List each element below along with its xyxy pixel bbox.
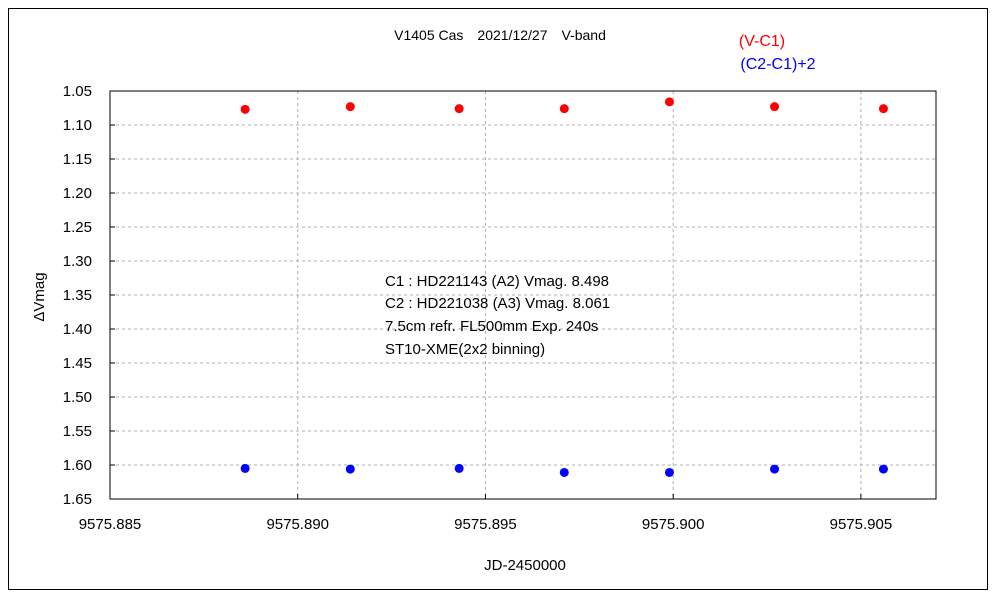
x-tick-label: 9575.890: [266, 516, 329, 533]
y-tick-label: 1.10: [63, 117, 92, 134]
legend-entry-v-c1: (V-C1): [739, 33, 785, 50]
data-point-c2-c1: [559, 467, 569, 477]
y-tick-label: 1.25: [63, 219, 92, 236]
grid-lines: [110, 91, 936, 499]
y-axis-label: ΔVmag: [31, 272, 48, 321]
x-tick-label: 9575.900: [642, 516, 705, 533]
y-tick-label: 1.45: [63, 355, 92, 372]
y-tick-label: 1.40: [63, 321, 92, 338]
data-point-v-c1: [345, 102, 355, 112]
data-point-v-c1: [559, 104, 569, 114]
data-point-v-c1: [770, 102, 780, 112]
y-tick-label: 1.60: [63, 457, 92, 474]
chart-frame: [8, 8, 988, 590]
y-tick-label: 1.50: [63, 389, 92, 406]
annotation-c1: C1 : HD221143 (A2) Vmag. 8.498: [385, 273, 609, 290]
legend-entry-c2-c1: (C2-C1)+2: [740, 56, 815, 73]
data-point-v-c1: [664, 97, 674, 107]
chart-title: V1405 Cas 2021/12/27 V-band: [394, 27, 606, 43]
y-tick-label: 1.65: [63, 491, 92, 508]
x-tick-label: 9575.895: [454, 516, 517, 533]
data-points: [240, 97, 888, 477]
annotation-c2: C2 : HD221038 (A3) Vmag. 8.061: [385, 295, 610, 312]
y-tick-label: 1.55: [63, 423, 92, 440]
x-axis-label: JD-2450000: [484, 557, 566, 574]
data-point-c2-c1: [664, 467, 674, 477]
y-tick-label: 1.15: [63, 151, 92, 168]
y-axis-ticks: 1.05 1.10 1.15 1.20 1.25 1.30 1.35 1.40 1.45 1.50…: [63, 83, 115, 508]
data-point-c2-c1: [454, 463, 464, 473]
data-point-v-c1: [878, 104, 888, 114]
data-point-v-c1: [240, 104, 250, 114]
y-tick-label: 1.30: [63, 253, 92, 270]
x-tick-label: 9575.885: [79, 516, 142, 533]
y-tick-label: 1.05: [63, 83, 92, 100]
annotation-telescope: 7.5cm refr. FL500mm Exp. 240s: [385, 318, 598, 335]
y-tick-label: 1.35: [63, 287, 92, 304]
data-point-c2-c1: [345, 464, 355, 474]
data-point-v-c1: [454, 104, 464, 114]
data-point-c2-c1: [878, 464, 888, 474]
y-tick-label: 1.20: [63, 185, 92, 202]
annotation-camera: ST10-XME(2x2 binning): [385, 341, 545, 358]
data-point-c2-c1: [240, 463, 250, 473]
x-axis-ticks: 9575.885 9575.890 9575.895 9575.900 9575.905: [79, 494, 892, 533]
x-tick-label: 9575.905: [830, 516, 893, 533]
data-point-c2-c1: [770, 464, 780, 474]
